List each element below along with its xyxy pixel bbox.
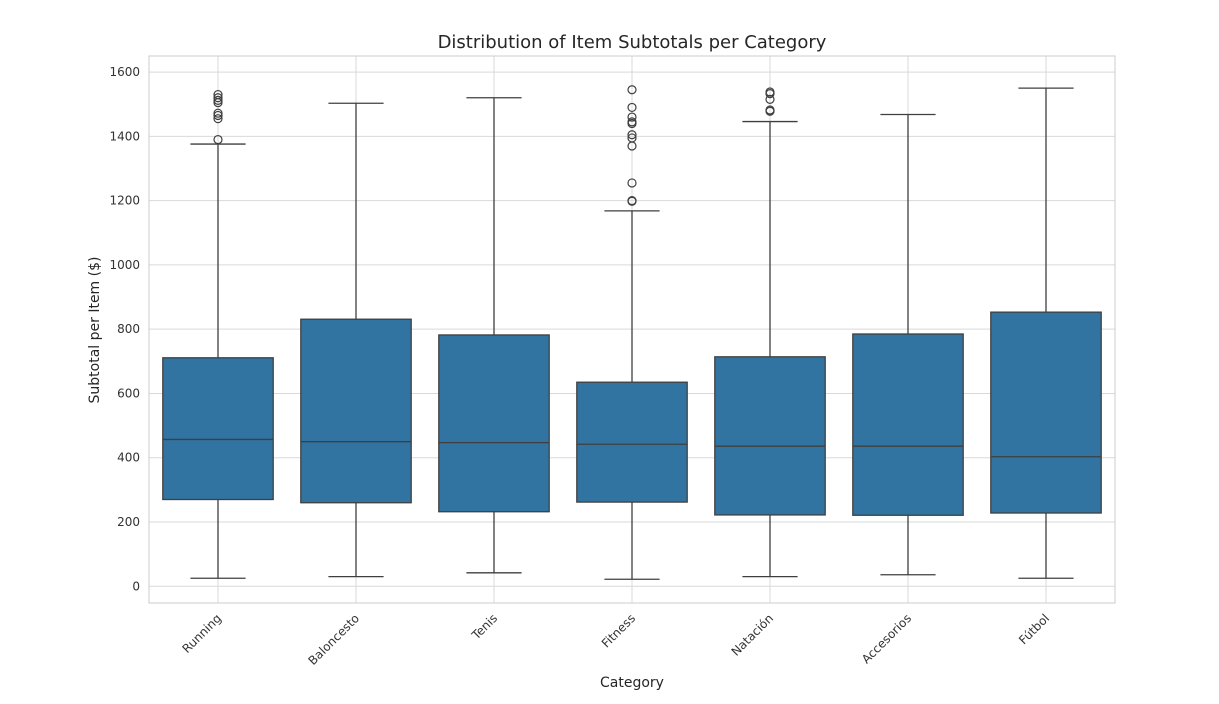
outlier-point [765,87,775,97]
iqr-box [162,357,274,501]
iqr-box [852,333,964,516]
x-axis-label: Category [600,675,664,691]
x-tick-label: Fútbol [1016,611,1052,647]
box-group [714,87,826,578]
outlier-point [627,196,637,206]
iqr-box [714,356,826,516]
iqr-box [438,334,550,513]
y-tick-label: 400 [117,451,140,465]
outlier-point [213,134,223,145]
box-group [990,87,1102,579]
outlier-point [627,85,637,95]
outlier-point [627,117,637,127]
x-tick-label: Baloncesto [305,611,362,668]
box-group [162,89,274,579]
outlier-point [627,102,637,113]
x-tick-label: Tenis [468,611,500,643]
iqr-box [990,311,1102,514]
y-tick-label: 1400 [109,129,140,143]
x-tick-label: Fitness [599,611,638,650]
plot-frame [148,55,1116,604]
x-tick-label: Natación [729,611,777,659]
outlier-point [765,94,775,104]
x-tick-label: Accesorios [859,611,914,666]
y-tick-label: 800 [117,322,140,336]
chart-title: Distribution of Item Subtotals per Categ… [438,32,827,53]
y-axis-label: Subtotal per Item ($) [87,257,103,404]
y-tick-label: 1200 [109,194,140,208]
outlier-point [213,114,223,124]
box-group [576,85,688,580]
outlier-point [213,95,223,105]
outlier-point [627,130,637,140]
boxes [162,85,1102,580]
box-group [300,102,412,578]
y-tick-labels: 0 200 400 600 800 1000 1200 1400 1600 [109,65,140,593]
iqr-box [576,381,688,503]
outlier-point [627,112,637,122]
x-tick-label: Running [179,611,224,656]
outlier-point [213,108,223,118]
y-tick-label: 200 [117,515,140,529]
y-tick-label: 1000 [109,258,140,272]
outlier-point [627,133,637,143]
y-tick-label: 0 [132,579,140,593]
box-group [438,97,550,574]
outlier-point [213,89,223,100]
outlier-point [627,178,637,188]
box-group [852,113,964,576]
x-tick-labels: Running Baloncesto Tenis Fitness Natación Acc… [179,611,1052,668]
y-tick-label: 1600 [109,65,140,79]
y-tick-label: 600 [117,386,140,400]
outlier-point [213,93,223,103]
iqr-box [300,318,412,504]
outlier-point [765,105,775,115]
